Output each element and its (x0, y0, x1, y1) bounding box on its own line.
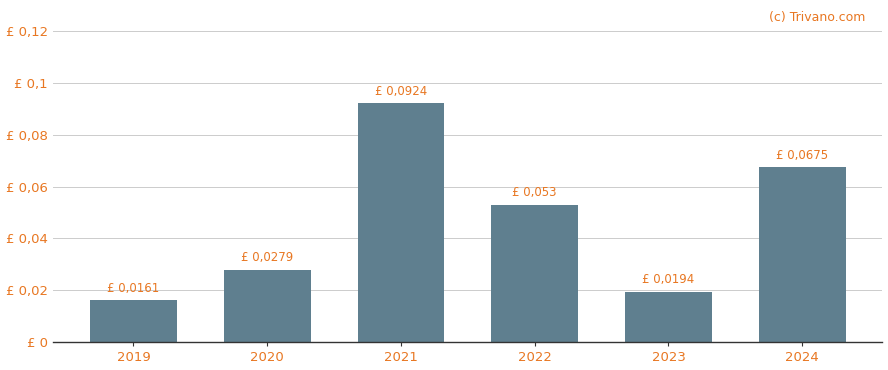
Text: £ 0,0194: £ 0,0194 (642, 273, 694, 286)
Bar (224, 270, 311, 342)
Text: £ 0,0675: £ 0,0675 (776, 149, 829, 162)
Text: £ 0,0279: £ 0,0279 (242, 251, 293, 265)
Bar (491, 205, 578, 342)
Text: £ 0,0924: £ 0,0924 (375, 85, 427, 98)
Bar (90, 300, 177, 342)
Text: (c) Trivano.com: (c) Trivano.com (769, 11, 866, 24)
Bar (625, 292, 712, 342)
Bar (758, 167, 845, 342)
Bar (358, 103, 444, 342)
Text: £ 0,0161: £ 0,0161 (107, 282, 160, 295)
Text: £ 0,053: £ 0,053 (512, 186, 557, 199)
